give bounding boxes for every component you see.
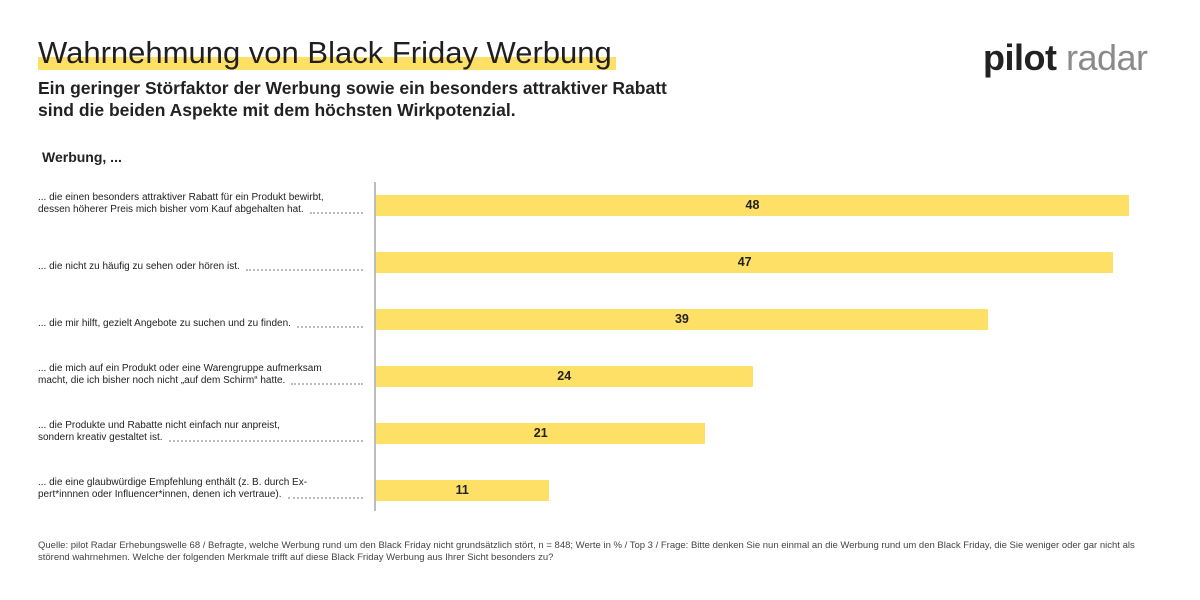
page-subtitle: Ein geringer Störfaktor der Werbung sowi… [38,77,718,121]
logo-word-pilot: pilot [983,37,1057,78]
pilot-radar-logo: pilot radar [983,38,1148,78]
bar-value-label: 11 [455,483,469,497]
leader-dots [291,383,363,385]
logo-word-radar: radar [1056,37,1148,78]
chart-axis-line [374,182,376,511]
category-label-line: sondern kreativ gestaltet ist. [38,432,163,443]
category-label: ... die einen besonders attraktiver Raba… [38,192,363,216]
category-label-line: ... die mir hilft, gezielt Angebote zu s… [38,318,291,329]
category-label-line: macht, die ich bisher noch nicht „auf de… [38,375,286,386]
leader-dots [296,326,363,328]
bar [376,309,988,330]
page-title: Wahrnehmung von Black Friday Werbung [38,36,616,70]
bar [376,480,549,501]
category-label: ... die Produkte und Rabatte nicht einfa… [38,420,363,444]
subtitle-line-1: Ein geringer Störfaktor der Werbung sowi… [38,78,667,98]
bar-value-label: 24 [557,369,572,383]
category-label: ... die mich auf ein Produkt oder eine W… [38,363,363,387]
category-label-line: pert*innnen oder Influencer*innen, denen… [38,489,282,500]
category-label-line: ... die eine glaubwürdige Empfehlung ent… [38,477,308,488]
category-label-line: ... die Produkte und Rabatte nicht einfa… [38,420,280,431]
category-label: ... die eine glaubwürdige Empfehlung ent… [38,477,363,501]
leader-dots [309,212,363,214]
bar [376,366,753,387]
bar-value-label: 48 [745,198,760,212]
category-label: ... die mir hilft, gezielt Angebote zu s… [38,318,363,330]
source-note: Quelle: pilot Radar Erhebungswelle 68 / … [38,540,1135,563]
subtitle-line-2: sind die beiden Aspekte mit dem höchsten… [38,100,516,120]
bar [376,423,706,444]
bar-value-label: 47 [737,255,752,269]
bar-value-label: 21 [533,426,548,440]
bar-value-label: 39 [674,312,689,326]
leader-dots [287,497,363,499]
category-label-line: dessen höherer Preis mich bisher vom Kau… [38,204,304,215]
bar [376,195,1129,216]
chart-section-label: Werbung, ... [42,149,122,165]
category-label-line: ... die nicht zu häufig zu sehen oder hö… [38,261,240,272]
category-label-line: ... die einen besonders attraktiver Raba… [38,192,324,203]
title-block: Wahrnehmung von Black Friday Werbung [38,36,616,70]
category-label: ... die nicht zu häufig zu sehen oder hö… [38,261,363,273]
bar [376,252,1114,273]
leader-dots [245,269,363,271]
leader-dots [168,440,363,442]
category-label-line: ... die mich auf ein Produkt oder eine W… [38,363,322,374]
